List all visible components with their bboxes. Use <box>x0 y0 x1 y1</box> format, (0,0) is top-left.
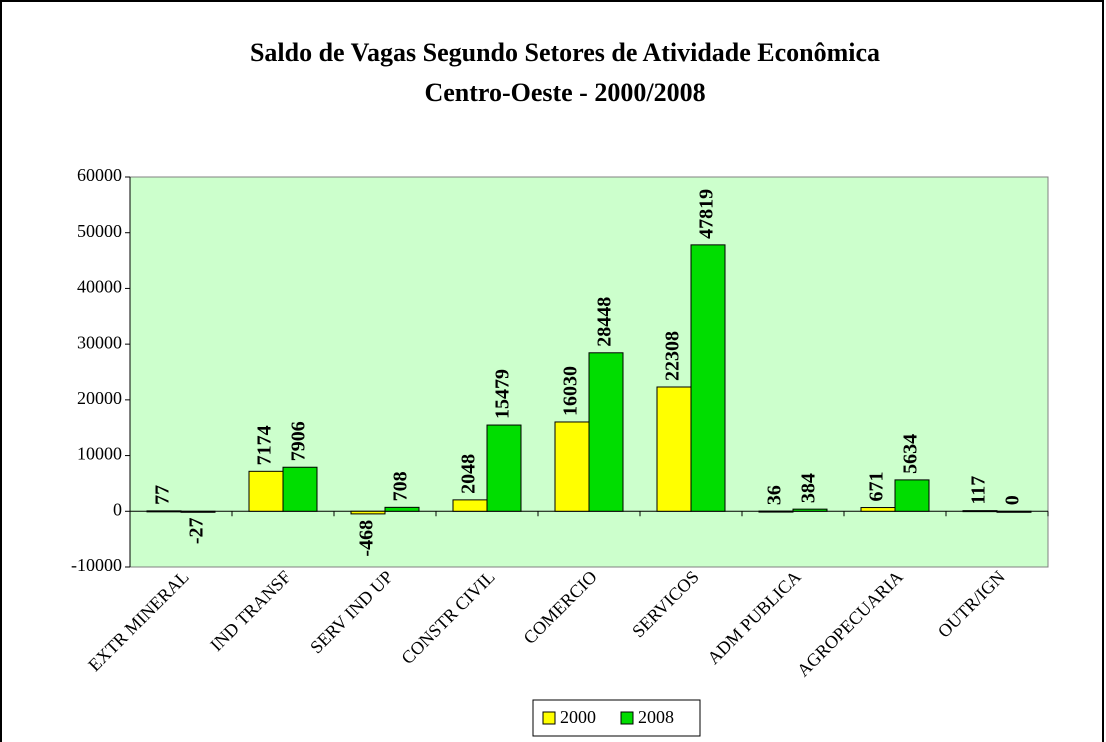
y-tick-label: 60000 <box>77 165 122 185</box>
y-tick-label: 10000 <box>77 444 122 464</box>
y-tick-label: 30000 <box>77 332 122 352</box>
data-label: 0 <box>1002 495 1024 505</box>
bar <box>860 507 896 512</box>
data-label: 7174 <box>254 425 276 465</box>
data-label: 77 <box>152 485 174 505</box>
bar <box>656 386 692 512</box>
data-label: 117 <box>968 476 990 505</box>
bar <box>792 508 828 512</box>
chart-subtitle: Centro-Oeste - 2000/2008 <box>424 78 705 107</box>
bar <box>486 424 522 512</box>
data-label: 671 <box>866 472 888 502</box>
bar <box>894 479 930 512</box>
data-label: 36 <box>764 485 786 505</box>
data-label: 7906 <box>288 421 310 461</box>
data-label: 15479 <box>492 369 514 419</box>
data-label: 5634 <box>900 434 922 474</box>
bar <box>350 510 386 515</box>
data-label: 47819 <box>696 189 718 239</box>
y-tick-label: 0 <box>113 499 122 519</box>
bar <box>282 466 318 512</box>
chart-title: Saldo de Vagas Segundo Setores de Ativid… <box>250 38 880 67</box>
data-label: 22308 <box>662 331 684 381</box>
legend-swatch <box>542 711 556 725</box>
bar <box>962 510 998 513</box>
bar <box>180 510 216 513</box>
bar <box>248 470 284 512</box>
y-tick-label: 50000 <box>77 221 122 241</box>
legend-swatch <box>620 711 634 725</box>
data-label: -468 <box>356 520 378 557</box>
y-tick-label: -10000 <box>71 555 122 575</box>
bar <box>996 510 1032 513</box>
data-label: 384 <box>798 473 820 503</box>
bar <box>588 352 624 512</box>
legend-label: 2008 <box>638 707 674 727</box>
y-tick-label: 20000 <box>77 388 122 408</box>
bar <box>384 506 420 512</box>
bar <box>146 510 182 513</box>
data-label: 16030 <box>560 366 582 416</box>
data-label: 2048 <box>458 454 480 494</box>
legend-box <box>532 699 701 737</box>
bar <box>452 499 488 512</box>
data-label: 708 <box>390 471 412 501</box>
data-label: 28448 <box>594 297 616 347</box>
bar <box>554 421 590 512</box>
bar <box>690 244 726 512</box>
legend-label: 2000 <box>560 707 596 727</box>
data-label: -27 <box>186 517 208 544</box>
bar <box>758 510 794 513</box>
y-tick-label: 40000 <box>77 277 122 297</box>
